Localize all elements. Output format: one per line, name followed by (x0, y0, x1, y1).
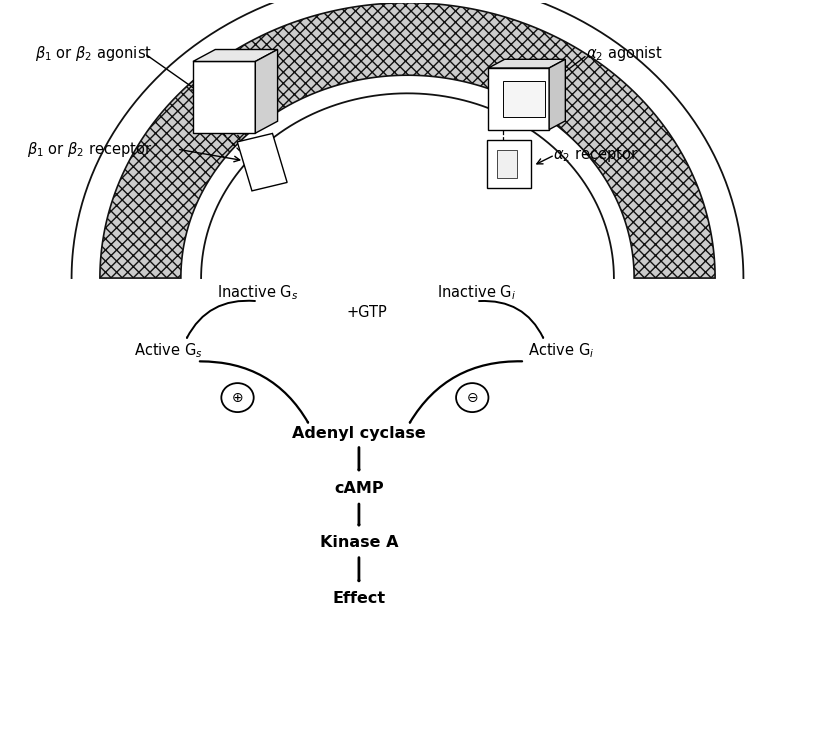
Text: cAMP: cAMP (334, 480, 384, 496)
Text: Kinase A: Kinase A (319, 535, 399, 550)
Polygon shape (255, 50, 278, 133)
Text: Inactive G$_s$: Inactive G$_s$ (217, 283, 298, 302)
Text: $\alpha_2$ receptor: $\alpha_2$ receptor (553, 145, 639, 164)
Polygon shape (100, 3, 715, 278)
Text: $\beta_1$ or $\beta_2$ receptor: $\beta_1$ or $\beta_2$ receptor (27, 139, 152, 158)
Text: Active G$_s$: Active G$_s$ (134, 341, 203, 360)
Text: ⊖: ⊖ (466, 391, 478, 404)
Polygon shape (193, 50, 278, 61)
Polygon shape (193, 61, 255, 133)
Text: +GTP: +GTP (346, 305, 387, 320)
Polygon shape (487, 140, 531, 188)
Text: $\alpha_2$ agonist: $\alpha_2$ agonist (586, 44, 663, 63)
Text: Adenyl cyclase: Adenyl cyclase (292, 426, 425, 442)
Polygon shape (503, 81, 544, 117)
Text: ⊕: ⊕ (231, 391, 244, 404)
Polygon shape (497, 150, 518, 178)
Polygon shape (488, 59, 566, 68)
Text: $\beta_1$ or $\beta_2$ agonist: $\beta_1$ or $\beta_2$ agonist (35, 44, 152, 63)
Text: Effect: Effect (333, 591, 385, 606)
Polygon shape (549, 59, 566, 129)
Text: Active G$_i$: Active G$_i$ (528, 341, 594, 360)
Polygon shape (488, 68, 549, 129)
Polygon shape (237, 134, 287, 191)
Text: Inactive G$_i$: Inactive G$_i$ (437, 283, 516, 302)
